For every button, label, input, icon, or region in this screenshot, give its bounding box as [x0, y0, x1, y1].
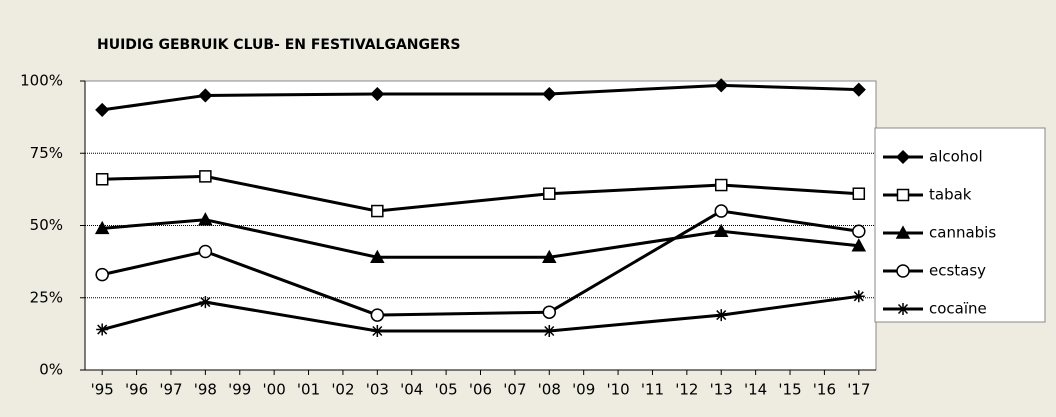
marker: [713, 223, 729, 238]
series-line: [101, 294, 860, 333]
x-tick-label: '04: [400, 381, 423, 399]
marker: [895, 225, 911, 239]
marker: [896, 264, 910, 278]
plot-area: [84, 80, 877, 371]
marker: [96, 323, 109, 336]
marker: [94, 220, 110, 235]
marker: [95, 267, 109, 282]
marker: [851, 82, 866, 97]
y-tick-label: 100%: [20, 72, 63, 90]
x-tick-label: '99: [228, 381, 251, 399]
marker: [895, 149, 911, 165]
x-tick-label: '97: [159, 381, 182, 399]
marker: [896, 188, 910, 202]
x-tick-label: '16: [813, 381, 836, 399]
marker: [714, 178, 728, 192]
x-tick-label: '17: [847, 381, 870, 399]
series-line: [102, 218, 859, 259]
legend-label: cannabis: [929, 224, 996, 242]
x-tick-label: '05: [434, 381, 457, 399]
marker: [897, 303, 909, 315]
marker: [199, 170, 212, 183]
marker: [542, 249, 557, 264]
y-tick-label: 25%: [30, 288, 63, 306]
x-tick-label: '96: [125, 381, 148, 399]
x-tick-label: '07: [503, 381, 526, 399]
marker: [371, 324, 384, 337]
y-tick-label: 50%: [30, 216, 63, 234]
x-tick-label: '08: [538, 381, 561, 399]
chart-title: HUIDIG GEBRUIK CLUB- EN FESTIVALGANGERS: [97, 37, 460, 53]
marker: [543, 324, 556, 337]
marker: [199, 296, 212, 309]
y-tick-label: 0%: [39, 361, 63, 379]
marker: [851, 238, 867, 252]
marker: [714, 78, 729, 93]
x-tick-label: '02: [331, 381, 354, 399]
marker: [542, 86, 557, 102]
x-tick-label: '06: [469, 381, 492, 399]
marker: [198, 88, 213, 103]
x-tick-label: '12: [675, 381, 698, 399]
legend-label: tabak: [929, 186, 972, 204]
marker: [95, 102, 110, 117]
marker: [852, 224, 866, 239]
x-tick-label: '15: [778, 381, 801, 399]
x-tick-label: '14: [744, 381, 767, 399]
x-tick-label: '10: [606, 381, 629, 399]
x-tick-label: '00: [263, 381, 286, 399]
marker: [543, 187, 556, 200]
marker: [714, 204, 728, 218]
series-line: [102, 174, 859, 213]
x-tick-label: '95: [91, 381, 114, 399]
marker: [371, 204, 384, 218]
x-tick-label: '03: [366, 381, 389, 399]
marker: [198, 212, 213, 226]
marker: [542, 305, 557, 319]
x-tick-label: '13: [710, 381, 733, 399]
marker: [370, 308, 385, 322]
series-line: [101, 83, 859, 112]
marker: [852, 290, 865, 303]
x-tick-label: '01: [297, 381, 320, 399]
legend-label: ecstasy: [929, 262, 986, 280]
legend-label: cocaïne: [929, 300, 987, 318]
marker: [715, 309, 728, 322]
marker: [370, 86, 385, 102]
legend-label: alcohol: [929, 148, 983, 166]
x-tick-label: '98: [194, 381, 217, 399]
marker: [370, 249, 385, 264]
marker: [198, 244, 213, 259]
marker: [852, 187, 866, 200]
marker: [95, 173, 109, 186]
series-line: [101, 209, 860, 317]
y-tick-label: 75%: [30, 144, 63, 162]
x-tick-label: '11: [641, 381, 664, 399]
x-tick-label: '09: [572, 381, 595, 399]
